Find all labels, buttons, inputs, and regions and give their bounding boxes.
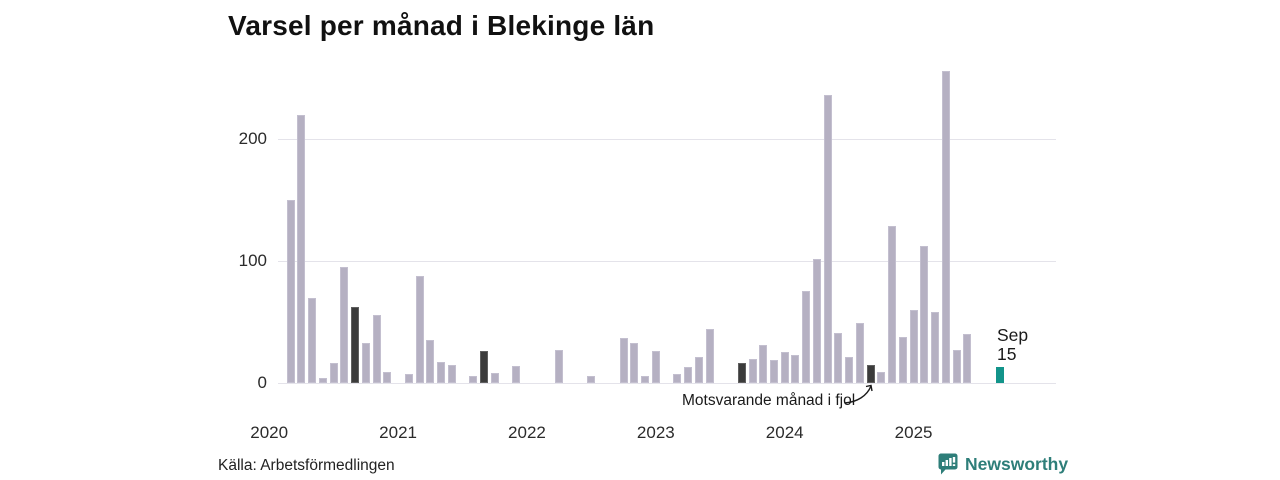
y-tick-label-0: 0 xyxy=(257,373,267,392)
bar-2020-06 xyxy=(318,378,327,383)
bar-2025-02 xyxy=(920,246,929,383)
x-tick-label-2021: 2021 xyxy=(379,423,417,442)
x-tick-label-2022: 2022 xyxy=(508,423,546,442)
bar-2020-12 xyxy=(383,372,392,383)
bar-2021-03 xyxy=(415,276,424,383)
bar-2023-03 xyxy=(673,374,682,383)
bar-2024-01 xyxy=(780,352,789,383)
current-month-label-line2: 15 xyxy=(997,344,1017,364)
bar-2024-09 xyxy=(866,365,875,383)
bar-2022-12 xyxy=(641,376,650,383)
gridline-0 xyxy=(278,383,1056,384)
newsworthy-logo: Newsworthy xyxy=(938,453,1068,476)
bar-2025-09 xyxy=(995,367,1004,383)
newsworthy-logo-icon xyxy=(938,453,958,475)
x-tick-label-2020: 2020 xyxy=(250,423,289,442)
y-tick-label-200: 200 xyxy=(238,129,267,148)
bar-2023-05 xyxy=(694,357,703,383)
current-month-label: Sep 15 xyxy=(997,326,1028,364)
y-tick-label-100: 100 xyxy=(238,251,267,270)
x-tick-label-2025: 2025 xyxy=(894,423,933,442)
gridline-100 xyxy=(278,261,1056,262)
bar-2024-05 xyxy=(823,95,832,383)
bar-2021-12 xyxy=(512,366,521,383)
bar-2024-12 xyxy=(898,337,907,383)
bar-2023-11 xyxy=(759,345,768,383)
bar-2022-04 xyxy=(555,350,564,383)
bar-2024-06 xyxy=(834,333,843,383)
bar-2021-09 xyxy=(480,351,488,383)
x-tick-label-2024: 2024 xyxy=(765,423,804,442)
bar-2022-10 xyxy=(619,338,628,383)
bar-2023-09 xyxy=(737,363,746,383)
last-year-annotation: Motsvarande månad i fjol xyxy=(682,392,856,409)
bar-2024-08 xyxy=(855,323,864,383)
bar-2021-02 xyxy=(404,374,413,383)
bar-2025-04 xyxy=(941,71,950,383)
bar-2024-10 xyxy=(877,372,886,383)
chart-title: Varsel per månad i Blekinge län xyxy=(228,10,655,41)
annotation-arrow-icon xyxy=(844,384,873,404)
bar-2021-04 xyxy=(426,340,435,383)
bar-2020-07 xyxy=(329,363,338,383)
bar-2024-02 xyxy=(791,355,800,383)
bar-2024-11 xyxy=(888,226,897,383)
bar-2025-05 xyxy=(952,350,961,383)
bar-2025-06 xyxy=(963,334,972,383)
bar-2021-08 xyxy=(469,376,478,383)
bar-2021-10 xyxy=(490,373,499,383)
bar-2024-04 xyxy=(812,259,821,383)
gridline-200 xyxy=(278,139,1056,140)
bar-2021-06 xyxy=(447,365,456,383)
bar-2020-11 xyxy=(372,315,381,383)
bar-2020-05 xyxy=(308,298,317,383)
current-month-label-line1: Sep xyxy=(997,325,1029,345)
bar-2024-07 xyxy=(845,357,854,383)
bar-2020-09 xyxy=(351,307,360,383)
source-credit: Källa: Arbetsförmedlingen xyxy=(218,457,395,474)
bar-2020-04 xyxy=(297,115,306,383)
bar-2025-01 xyxy=(909,310,918,383)
newsworthy-logo-text: Newsworthy xyxy=(965,454,1069,474)
bar-2023-01 xyxy=(651,351,660,383)
bar-2022-11 xyxy=(630,343,639,383)
bar-2022-07 xyxy=(587,376,596,383)
x-tick-label-2023: 2023 xyxy=(636,423,675,442)
bar-2023-12 xyxy=(769,360,778,383)
bar-2025-03 xyxy=(931,312,940,383)
bar-2023-06 xyxy=(705,329,714,383)
bar-2020-08 xyxy=(340,267,349,383)
bar-2021-05 xyxy=(437,362,446,383)
bar-2023-10 xyxy=(748,359,757,383)
bar-2020-03 xyxy=(286,200,295,383)
bar-2024-03 xyxy=(802,291,811,383)
bar-2020-10 xyxy=(361,343,370,383)
bar-2023-04 xyxy=(684,367,693,383)
